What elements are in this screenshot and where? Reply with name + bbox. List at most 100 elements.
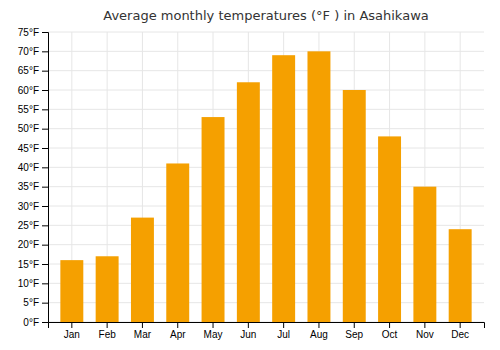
title: Average monthly temperatures (°F ) in As… <box>103 8 428 23</box>
x-tick-label: Jan <box>64 329 80 340</box>
y-tick-label: 20°F <box>18 239 39 250</box>
bar <box>166 163 189 322</box>
y-tick-label: 35°F <box>18 181 39 192</box>
grid-line <box>48 70 484 71</box>
x-tick-label: Feb <box>99 329 117 340</box>
x-tick: Nov <box>416 322 434 340</box>
y-tick: 60°F <box>18 85 48 96</box>
x-tick: Mar <box>134 322 152 340</box>
chart: 0°F 5°F 10°F 15°F 20°F 25°F 30°F 35°F 40°F 45°F 50… <box>0 0 500 350</box>
y-tick-mark <box>42 51 48 52</box>
x-tick-label: May <box>204 329 223 340</box>
y-tick-label: 75°F <box>18 27 39 38</box>
y-tick-mark <box>42 167 48 168</box>
x-tick-label: Nov <box>416 329 434 340</box>
y-tick: 65°F <box>18 65 48 76</box>
x-tick-label: Apr <box>170 329 186 340</box>
y-axis-line <box>42 33 49 323</box>
grid-line <box>48 167 484 168</box>
y-tick: 0°F <box>23 317 48 328</box>
x-tick: Sep <box>345 322 363 340</box>
x-tick: Feb <box>99 322 117 340</box>
y-tick: 15°F <box>18 259 48 270</box>
x-tick-mark <box>71 322 72 328</box>
y-tick: 45°F <box>18 143 48 154</box>
y-tick-mark <box>42 264 48 265</box>
y-tick: 70°F <box>18 46 48 57</box>
y-tick-label: 40°F <box>18 162 39 173</box>
y-tick-mark <box>42 303 48 304</box>
y-tick: 55°F <box>18 104 48 115</box>
x-tick-mark <box>213 322 214 328</box>
x-tick-mark <box>283 322 284 328</box>
y-tick-mark <box>42 129 48 130</box>
x-axis: Jan Feb Mar Apr May Jun Jul Aug Sep Oct Nov Dec <box>49 322 485 340</box>
x-tick: Jul <box>277 322 290 340</box>
y-tick-mark <box>42 109 48 110</box>
bars <box>60 51 471 322</box>
y-tick-label: 50°F <box>18 123 39 134</box>
x-tick-label: Sep <box>345 329 363 340</box>
y-tick-mark <box>42 245 48 246</box>
bar <box>272 55 295 322</box>
y-tick: 25°F <box>18 220 48 231</box>
y-tick: 5°F <box>23 297 48 308</box>
x-tick-label: Oct <box>382 329 398 340</box>
x-tick: Apr <box>170 322 186 340</box>
y-tick-mark <box>42 225 48 226</box>
y-tick-label: 10°F <box>18 278 39 289</box>
x-tick-label: Jun <box>240 329 256 340</box>
y-tick-mark <box>42 148 48 149</box>
y-tick-label: 65°F <box>18 65 39 76</box>
x-tick-label: Dec <box>451 329 469 340</box>
y-tick-mark <box>42 71 48 72</box>
bar <box>60 260 83 322</box>
bar <box>449 229 472 322</box>
x-tick-mark <box>107 322 108 328</box>
y-tick-label: 70°F <box>18 46 39 57</box>
bar <box>343 90 366 322</box>
y-tick: 30°F <box>18 201 48 212</box>
bar <box>202 117 225 322</box>
bar <box>378 136 401 322</box>
y-tick-label: 15°F <box>18 259 39 270</box>
y-tick-mark <box>42 90 48 91</box>
y-tick-mark <box>42 187 48 188</box>
y-tick-label: 60°F <box>18 85 39 96</box>
y-tick-label: 5°F <box>23 297 39 308</box>
y-tick-mark <box>42 32 48 33</box>
x-tick-mark <box>318 322 319 328</box>
x-tick-mark <box>460 322 461 328</box>
y-tick-label: 45°F <box>18 143 39 154</box>
y-tick: 75°F <box>18 27 48 38</box>
plot: 0°F 5°F 10°F 15°F 20°F 25°F 30°F 35°F 40°F 45°F 50… <box>18 27 485 340</box>
x-tick: Jan <box>64 322 80 340</box>
x-tick-label: Aug <box>310 329 328 340</box>
y-tick-mark <box>42 283 48 284</box>
x-tick-mark <box>389 322 390 328</box>
bar <box>237 82 260 322</box>
x-tick: Aug <box>310 322 328 340</box>
bar <box>96 256 119 322</box>
x-tick: May <box>204 322 223 340</box>
y-tick-mark <box>42 322 48 323</box>
y-tick-label: 0°F <box>23 317 39 328</box>
grid-line <box>48 90 484 91</box>
x-tick: Dec <box>451 322 469 340</box>
y-tick: 20°F <box>18 239 48 250</box>
bar <box>413 187 436 322</box>
x-tick: Oct <box>382 322 398 340</box>
y-axis: 0°F 5°F 10°F 15°F 20°F 25°F 30°F 35°F 40°F 45°F 50… <box>18 27 49 328</box>
x-tick: Jun <box>240 322 256 340</box>
x-tick-mark <box>177 322 178 328</box>
grid <box>48 32 484 322</box>
x-tick-mark <box>248 322 249 328</box>
y-tick: 40°F <box>18 162 48 173</box>
x-tick-mark <box>424 322 425 328</box>
grid-line <box>48 109 484 110</box>
y-tick-label: 30°F <box>18 201 39 212</box>
bar <box>307 51 330 322</box>
x-axis-line <box>49 323 485 329</box>
grid-line <box>48 51 484 52</box>
bar <box>131 218 154 322</box>
